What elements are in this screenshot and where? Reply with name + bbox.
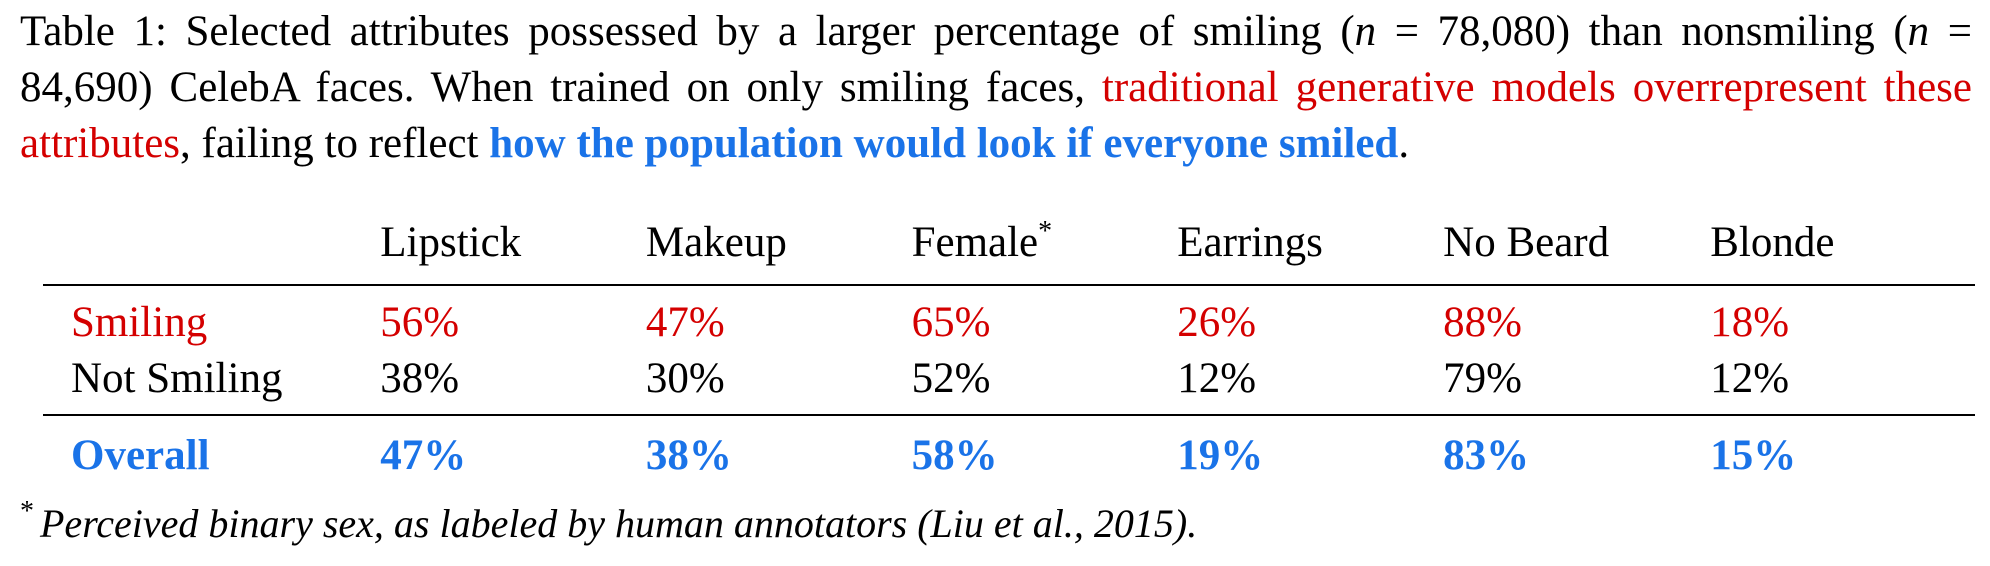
caption-n1-var: n bbox=[1354, 8, 1377, 55]
table-cell: 30% bbox=[645, 354, 725, 402]
table-cell: 58% bbox=[911, 431, 998, 479]
table-cell: 38% bbox=[645, 431, 732, 479]
caption-red-text: traditional generative models overrepres… bbox=[20, 64, 1972, 167]
footnote-mark: * bbox=[20, 496, 34, 527]
row-label: Smiling bbox=[71, 298, 208, 346]
header-empty bbox=[43, 210, 380, 285]
table-cell: 88% bbox=[1443, 298, 1522, 346]
table-cell: 47% bbox=[380, 431, 467, 479]
table-header-row: Lipstick Makeup Female* Earrings No Bear… bbox=[43, 210, 1975, 285]
header-makeup: Makeup bbox=[645, 219, 787, 266]
header-earrings: Earrings bbox=[1177, 219, 1323, 266]
table-row-smiling: Smiling 56% 47% 65% 26% 88% 18% bbox=[43, 285, 1975, 350]
table-cell: 12% bbox=[1710, 354, 1790, 402]
header-lipstick: Lipstick bbox=[380, 219, 522, 266]
table-cell: 19% bbox=[1177, 431, 1264, 479]
table-cell: 47% bbox=[645, 298, 725, 346]
header-no-beard: No Beard bbox=[1443, 219, 1610, 266]
table-cell: 15% bbox=[1710, 431, 1797, 479]
caption-part2: , failing to reflect bbox=[180, 120, 490, 167]
header-female-label: Female bbox=[911, 219, 1039, 266]
caption-n2-var: n bbox=[1907, 8, 1930, 55]
table-cell: 38% bbox=[380, 354, 460, 402]
table-cell: 65% bbox=[911, 298, 991, 346]
row-label: Not Smiling bbox=[71, 354, 283, 402]
header-blonde: Blonde bbox=[1710, 219, 1835, 266]
attributes-table-wrap: Lipstick Makeup Female* Earrings No Bear… bbox=[43, 210, 1975, 490]
caption-n2-val: = 84,690) CelebA faces. When trained on … bbox=[20, 8, 1972, 111]
table-cell: 52% bbox=[911, 354, 991, 402]
table-cell: 83% bbox=[1443, 431, 1530, 479]
header-female-footnote-mark: * bbox=[1038, 216, 1053, 247]
caption-blue-text: how the population would look if everyon… bbox=[489, 120, 1399, 167]
footnote-text: Perceived binary sex, as labeled by huma… bbox=[40, 501, 1198, 546]
row-label: Overall bbox=[71, 431, 210, 479]
caption-n1-val: = 78,080) than nonsmiling ( bbox=[1376, 8, 1908, 55]
footnote: * Perceived binary sex, as labeled by hum… bbox=[20, 496, 1198, 547]
table-cell: 56% bbox=[380, 298, 460, 346]
table-cell: 18% bbox=[1710, 298, 1790, 346]
table-row-not-smiling: Not Smiling 38% 30% 52% 12% 79% 12% bbox=[43, 350, 1975, 415]
table-row-overall: Overall 47% 38% 58% 19% 83% 15% bbox=[43, 415, 1975, 490]
table-caption: Table 1: Selected attributes possessed b… bbox=[20, 4, 1972, 172]
table-cell: 79% bbox=[1443, 354, 1522, 402]
table-cell: 12% bbox=[1177, 354, 1257, 402]
caption-end: . bbox=[1398, 120, 1410, 167]
attributes-table: Lipstick Makeup Female* Earrings No Bear… bbox=[43, 210, 1975, 490]
table-cell: 26% bbox=[1177, 298, 1257, 346]
caption-part1: Table 1: Selected attributes possessed b… bbox=[20, 8, 1355, 55]
header-female: Female* bbox=[912, 210, 1178, 285]
